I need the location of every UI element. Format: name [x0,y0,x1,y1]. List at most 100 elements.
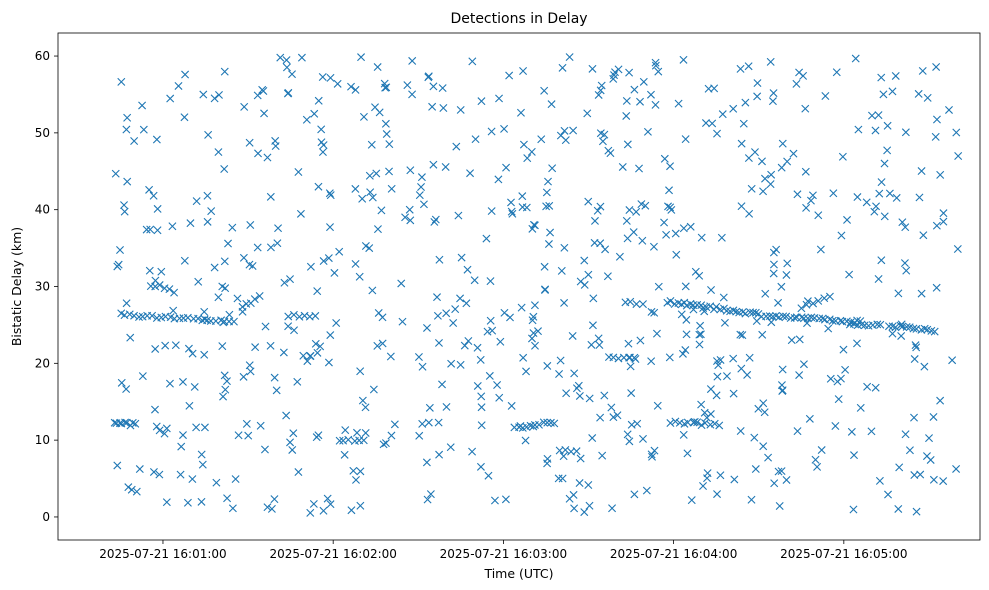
detection-point [122,299,131,308]
detection-point [821,91,830,100]
detection-point [601,245,610,254]
track-detection [782,312,791,321]
detection-point [936,170,945,179]
detection-point [117,378,126,387]
detection-point [817,446,826,455]
detection-point [695,330,704,339]
detection-point [808,191,817,200]
detection-point [856,403,865,412]
track-detection [683,418,692,427]
track-detection [909,324,918,333]
detection-point [939,209,948,218]
track-detection [671,417,680,426]
detection-point [155,426,164,435]
detection-point [488,326,497,335]
track-detection [632,300,641,309]
y-tick-label: 0 [42,510,50,524]
detection-point [639,77,648,86]
detection-point [542,188,551,197]
track-detection [836,316,845,325]
detection-point [870,207,879,216]
detection-point [176,470,185,479]
detection-point [626,362,635,371]
detection-point [764,453,773,462]
detection-point [654,67,663,76]
detection-point [288,445,297,454]
detection-point [385,140,394,149]
detection-point [623,430,632,439]
detection-point [589,294,598,303]
detection-point [398,317,407,326]
detection-point [446,443,455,452]
detection-point [914,89,923,98]
detection-point [369,385,378,394]
detection-point [373,341,382,350]
detection-point [750,148,759,157]
detection-point [871,383,880,392]
detection-point [789,149,798,158]
detection-point [739,119,748,128]
detection-point [607,403,616,412]
detection-point [145,266,154,275]
detection-point [630,490,639,499]
detection-point [314,431,323,440]
detection-point [847,427,856,436]
detection-point [729,354,738,363]
detection-point [377,206,386,215]
detection-point [516,108,525,117]
detection-point [457,253,466,262]
track-detection [809,299,818,308]
detection-point [210,263,219,272]
detection-point [214,148,223,157]
detection-point [430,217,439,226]
detection-point [759,187,768,196]
detection-point [178,431,187,440]
detection-point [544,177,552,186]
detection-point [263,153,272,162]
detection-point [219,392,228,401]
detection-point [126,333,135,342]
detection-point [600,391,609,400]
detection-point [378,339,387,348]
detection-point [883,146,892,155]
detection-point [831,421,840,430]
detection-point [590,216,599,225]
detection-point [540,86,549,95]
detection-point [424,72,433,81]
track-detection [148,311,157,320]
detection-point [385,167,394,176]
detection-point [625,206,634,215]
detection-point [699,482,708,491]
detection-point [406,166,415,175]
detection-point [595,341,604,349]
detection-point [422,323,431,332]
detection-point [744,154,753,163]
detection-point [155,470,164,479]
detection-point [743,370,752,379]
x-axis-ticks: 2025-07-21 16:01:00 2025-07-21 16:02:00 20… [99,540,908,561]
detection-point [610,68,619,77]
detection-point [816,245,825,254]
detection-point [174,81,183,90]
detection-point [537,135,546,144]
detection-point [623,234,632,243]
detection-point [782,270,791,279]
detection-point [574,381,583,390]
detection-point [529,422,538,431]
detection-point [627,389,636,398]
detection-point [349,466,358,475]
detection-point [381,439,390,448]
detection-point [356,367,365,376]
detection-point [775,502,784,510]
detection-point [701,119,710,128]
track-detection [359,436,368,445]
detection-point [495,94,504,103]
detection-point [456,105,465,114]
detection-point [188,349,197,358]
detection-point [801,167,810,176]
detection-point [716,355,725,364]
detection-point [931,132,940,141]
detection-point [192,197,201,206]
detection-point [408,90,417,99]
detection-point [501,495,510,504]
